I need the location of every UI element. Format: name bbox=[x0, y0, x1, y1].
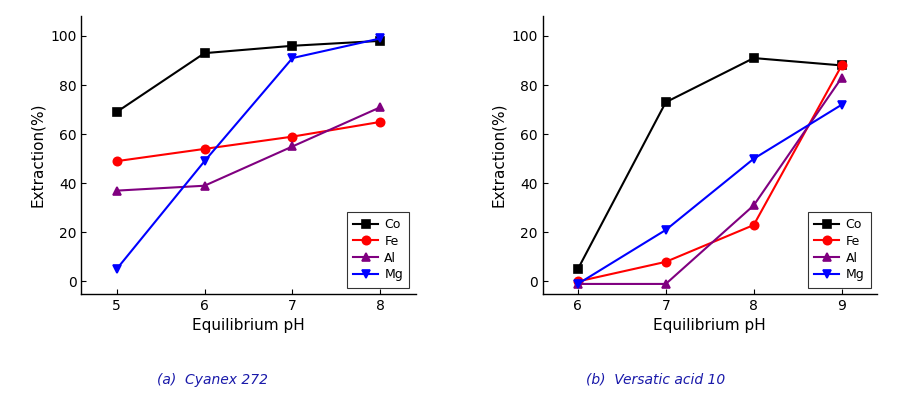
Fe bbox=[659, 259, 670, 264]
Fe bbox=[572, 279, 582, 284]
Line: Co: Co bbox=[573, 54, 845, 273]
X-axis label: Equilibrium pH: Equilibrium pH bbox=[192, 318, 304, 333]
Text: (a)  Cyanex 272: (a) Cyanex 272 bbox=[157, 373, 267, 386]
Fe bbox=[111, 159, 122, 164]
Co bbox=[748, 55, 759, 60]
Mg bbox=[572, 282, 582, 286]
Text: (b)  Versatic acid 10: (b) Versatic acid 10 bbox=[585, 373, 724, 386]
Line: Al: Al bbox=[573, 73, 845, 288]
Line: Mg: Mg bbox=[573, 100, 845, 288]
Co bbox=[375, 38, 386, 43]
Fe bbox=[199, 146, 209, 151]
Fe bbox=[375, 120, 386, 124]
Co bbox=[835, 63, 846, 68]
Mg bbox=[199, 159, 209, 164]
Legend: Co, Fe, Al, Mg: Co, Fe, Al, Mg bbox=[807, 212, 870, 288]
Legend: Co, Fe, Al, Mg: Co, Fe, Al, Mg bbox=[347, 212, 409, 288]
Mg bbox=[375, 36, 386, 41]
Al bbox=[659, 282, 670, 286]
Line: Fe: Fe bbox=[573, 61, 845, 286]
Y-axis label: Extraction(%): Extraction(%) bbox=[30, 103, 44, 207]
Al bbox=[375, 105, 386, 110]
Co bbox=[287, 43, 298, 48]
Line: Mg: Mg bbox=[112, 34, 384, 273]
Al bbox=[199, 183, 209, 188]
Fe bbox=[287, 134, 298, 139]
Line: Fe: Fe bbox=[112, 118, 384, 165]
Mg bbox=[287, 55, 298, 60]
Al bbox=[111, 188, 122, 193]
Line: Al: Al bbox=[112, 103, 384, 195]
Al bbox=[287, 144, 298, 149]
Co bbox=[199, 51, 209, 55]
Co bbox=[111, 110, 122, 115]
Al bbox=[748, 203, 759, 208]
Line: Co: Co bbox=[112, 37, 384, 116]
Al bbox=[835, 75, 846, 80]
X-axis label: Equilibrium pH: Equilibrium pH bbox=[653, 318, 765, 333]
Y-axis label: Extraction(%): Extraction(%) bbox=[490, 103, 506, 207]
Al bbox=[572, 282, 582, 286]
Fe bbox=[835, 63, 846, 68]
Mg bbox=[111, 267, 122, 272]
Fe bbox=[748, 223, 759, 228]
Mg bbox=[748, 156, 759, 161]
Co bbox=[659, 100, 670, 105]
Mg bbox=[659, 228, 670, 233]
Co bbox=[572, 267, 582, 272]
Mg bbox=[835, 102, 846, 107]
